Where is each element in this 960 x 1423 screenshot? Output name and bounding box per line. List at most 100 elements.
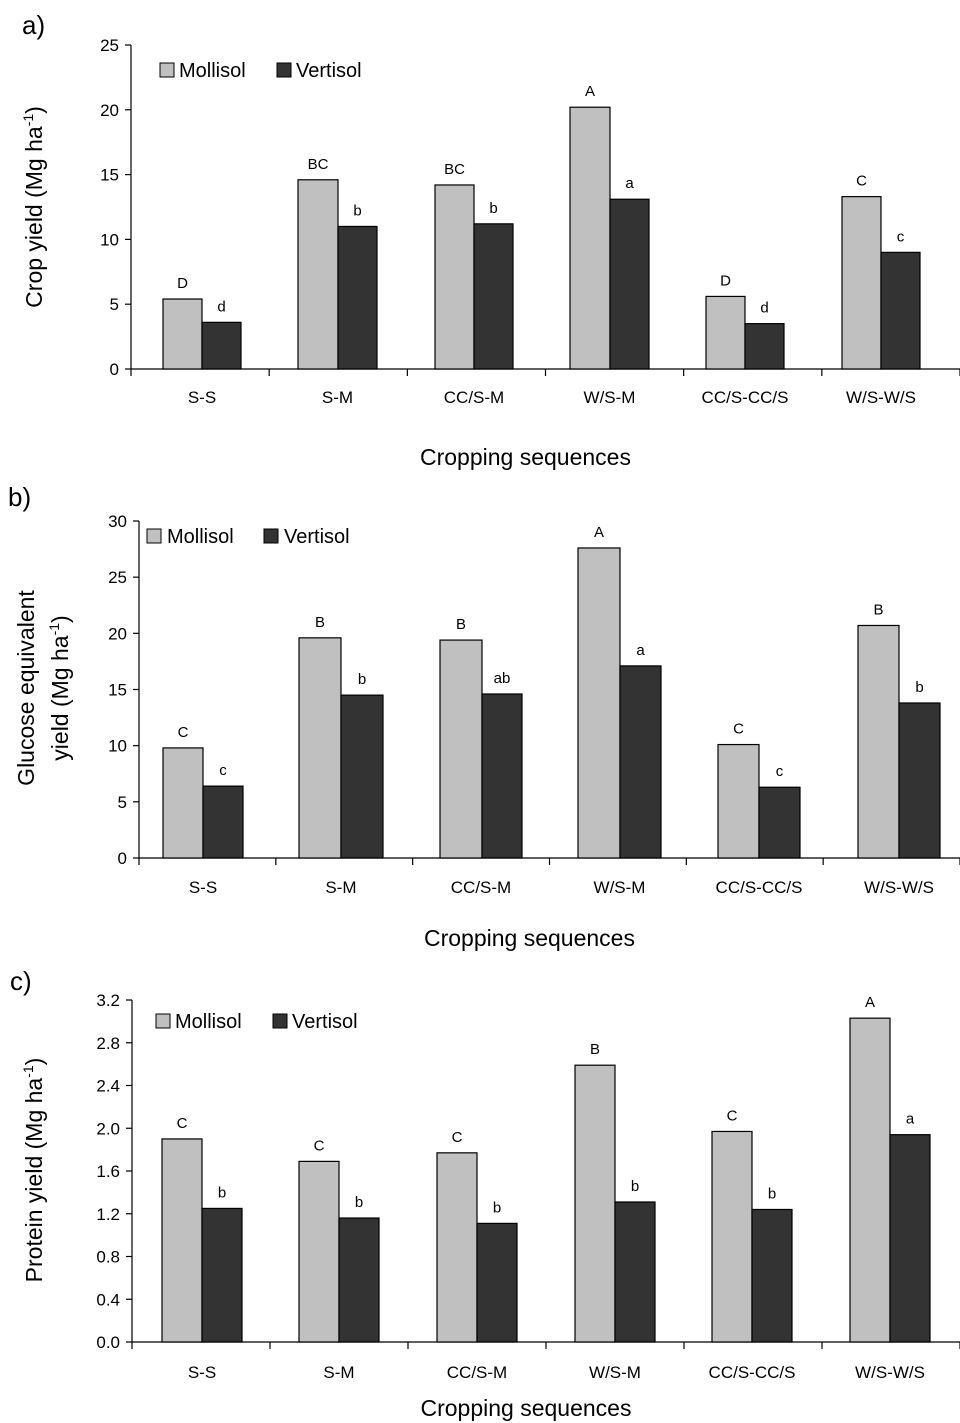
legend-label: Vertisol (284, 526, 350, 548)
significance-letter: C (727, 1107, 738, 1124)
significance-letter: b (489, 200, 497, 217)
bar-mollisol (857, 624, 900, 859)
y-tick-label: 10 (108, 737, 127, 756)
y-axis-title-text: yield (Mg ha-1) (46, 615, 73, 760)
significance-letter: A (594, 524, 604, 541)
y-tick-label: 25 (100, 36, 119, 55)
x-tick-label: W/S-M (584, 388, 636, 407)
y-tick-label: 5 (110, 295, 119, 314)
x-tick-label: CC/S-M (444, 388, 504, 407)
x-axis-title: Cropping sequences (421, 1395, 632, 1421)
y-tick-label: 1.2 (96, 1205, 120, 1224)
x-tick-label: CC/S-CC/S (709, 1363, 796, 1382)
bar-vertisol (473, 223, 514, 370)
significance-letter: a (625, 175, 634, 192)
y-axis-title-line1: Glucose equivalent (13, 590, 39, 786)
bar-mollisol (717, 743, 760, 859)
bar-mollisol (162, 747, 204, 859)
significance-letter: b (768, 1185, 776, 1202)
significance-letter: c (897, 228, 905, 245)
significance-letter: b (915, 679, 923, 696)
significance-letter: d (217, 298, 225, 315)
bar-mollisol (574, 1064, 616, 1343)
significance-letter: A (585, 83, 595, 100)
x-axis-title: Cropping sequences (420, 444, 631, 470)
y-tick-label: 0 (118, 849, 127, 868)
significance-letter: b (355, 1194, 363, 1211)
significance-letter: C (733, 721, 744, 738)
y-tick-label: 2.4 (96, 1077, 120, 1096)
significance-letter: b (358, 671, 366, 688)
bar-mollisol (298, 637, 342, 859)
significance-letter: C (177, 1115, 188, 1132)
significance-letter: b (493, 1199, 501, 1216)
y-tick-label: 3.2 (96, 991, 120, 1010)
y-tick-label: 0.4 (96, 1290, 120, 1309)
y-tick-label: 0.8 (96, 1248, 120, 1267)
bar-vertisol (619, 665, 662, 859)
bar-mollisol (161, 1138, 203, 1343)
legend-swatch (272, 1013, 288, 1029)
bar-vertisol (889, 1134, 931, 1343)
x-tick-label: CC/S-CC/S (716, 878, 803, 897)
legend-swatch (276, 62, 292, 78)
significance-letter: D (720, 272, 731, 289)
significance-letter: B (456, 616, 466, 633)
legend-label: Mollisol (175, 1011, 242, 1033)
legend-label: Vertisol (296, 60, 362, 82)
y-tick-label: 5 (118, 793, 127, 812)
y-axis-title: Protein yield (Mg ha-1) (20, 1058, 47, 1283)
bar-mollisol (577, 547, 621, 859)
significance-letter: c (776, 763, 784, 780)
x-tick-label: CC/S-M (447, 1363, 507, 1382)
significance-letter: b (631, 1178, 639, 1195)
significance-letter: d (760, 300, 768, 317)
x-tick-label: W/S-M (594, 878, 646, 897)
significance-letter: C (178, 724, 189, 741)
panel-label: c) (10, 966, 32, 996)
bar-mollisol (849, 1017, 891, 1343)
y-tick-label: 30 (108, 512, 127, 531)
bar-mollisol (436, 1152, 478, 1343)
chart-panel-2: b) 0 5 10 15 20 25 30 S-S S-M CC/S-M W/S-M CC/S-CC/S… (8, 482, 960, 951)
x-tick-label: S-S (189, 878, 217, 897)
x-tick-label: CC/S-CC/S (702, 388, 789, 407)
significance-letter: C (452, 1129, 463, 1146)
bar-mollisol (434, 184, 475, 370)
bar-mollisol (439, 639, 483, 859)
y-tick-label: 20 (100, 101, 119, 120)
significance-letter: a (636, 642, 645, 659)
y-tick-label: 25 (108, 568, 127, 587)
significance-letter: a (906, 1111, 915, 1128)
significance-letter: b (218, 1184, 226, 1201)
x-tick-label: W/S-W/S (855, 1363, 925, 1382)
significance-letter: BC (308, 156, 329, 173)
significance-letter: b (353, 202, 361, 219)
y-tick-label: 2.8 (96, 1034, 120, 1053)
y-axis-title: Glucose equivalent yield (Mg ha-1) (13, 590, 73, 786)
x-tick-label: W/S-W/S (846, 388, 916, 407)
bar-vertisol (744, 323, 785, 370)
bar-vertisol (202, 785, 244, 859)
bar-mollisol (705, 295, 746, 370)
panel-label: a) (22, 10, 45, 40)
bar-vertisol (201, 1207, 243, 1343)
x-tick-label: S-M (322, 388, 353, 407)
bar-vertisol (201, 321, 242, 370)
y-tick-label: 10 (100, 230, 119, 249)
bar-vertisol (880, 251, 921, 370)
bar-mollisol (298, 1160, 340, 1343)
legend-label: Mollisol (179, 60, 246, 82)
significance-letter: ab (494, 670, 511, 687)
bar-vertisol (614, 1201, 656, 1343)
x-tick-label: W/S-M (589, 1363, 641, 1382)
significance-letter: B (590, 1041, 600, 1058)
bar-mollisol (841, 196, 882, 370)
x-tick-label: S-S (188, 1363, 216, 1382)
bar-vertisol (898, 702, 941, 859)
bar-vertisol (609, 198, 650, 370)
chart-panel-3: c) 0.0 0.4 0.8 1.2 1.6 2.0 2.4 2.8 3.2 S-S S-M CC/S-… (10, 966, 960, 1421)
x-tick-label: W/S-W/S (864, 878, 934, 897)
significance-letter: A (865, 994, 875, 1011)
